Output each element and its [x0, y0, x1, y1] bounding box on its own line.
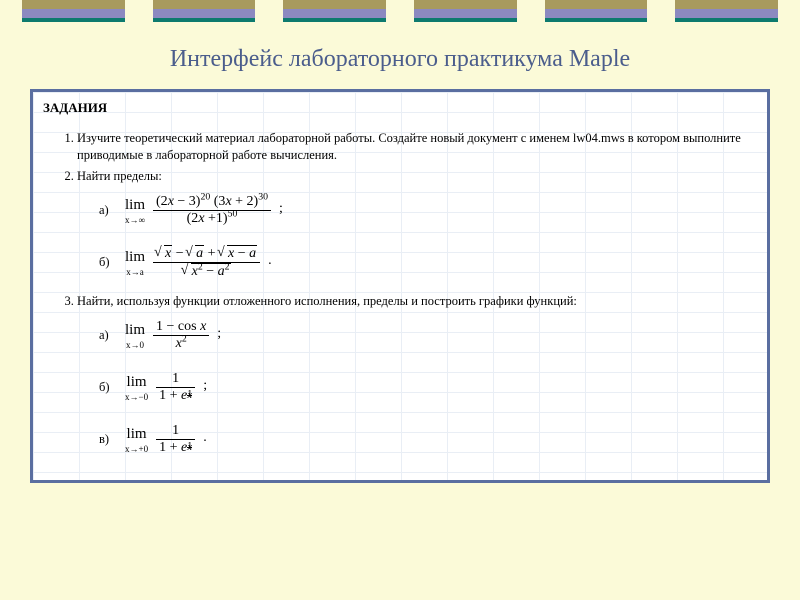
fraction: 1 1 + e1x — [156, 423, 195, 456]
formula-row: б) limx→−0 1 1 + e1x ; — [99, 366, 757, 410]
trail: ; — [203, 377, 207, 396]
task-item: Изучите теоретический материал лаборатор… — [77, 130, 757, 164]
tasks-panel: ЗАДАНИЯ Изучите теоретический материал л… — [30, 89, 770, 483]
bar-segment — [153, 0, 256, 22]
task-item: Найти, используя функции отложенного исп… — [77, 293, 757, 462]
limit-symbol: limx→0 — [125, 320, 145, 350]
panel-heading: ЗАДАНИЯ — [43, 100, 757, 116]
decorative-top-bars — [0, 0, 800, 22]
task-item: Найти пределы: а) limx→∞ (2x − 3)20 (3x … — [77, 168, 757, 285]
bar-segment — [283, 0, 386, 22]
bar-segment — [675, 0, 778, 22]
formula-row: в) limx→+0 1 1 + e1x . — [99, 418, 757, 462]
formula-row: а) limx→0 1 − cos x x2 ; — [99, 314, 757, 358]
sub-label: б) — [99, 254, 117, 271]
bar-segment — [22, 0, 125, 22]
fraction: x − a + x − a x2 − a2 — [153, 245, 260, 280]
formula-row: б) limx→a x − a + x − a x2 − a2 . — [99, 241, 757, 285]
task-text: Найти пределы: — [77, 169, 162, 183]
trail: . — [203, 429, 207, 448]
trail: ; — [217, 325, 221, 344]
bar-segment — [414, 0, 517, 22]
fraction: (2x − 3)20 (3x + 2)30 (2x +1)50 — [153, 194, 271, 227]
bar-segment — [545, 0, 648, 22]
fraction: 1 1 + e1x — [156, 371, 195, 404]
trail: . — [268, 252, 272, 271]
trail: ; — [279, 200, 283, 219]
page-title: Интерфейс лабораторного практикума Maple — [0, 46, 800, 73]
limit-symbol: limx→+0 — [125, 424, 148, 454]
limit-symbol: limx→a — [125, 247, 145, 277]
limit-symbol: limx→−0 — [125, 372, 148, 402]
limit-symbol: limx→∞ — [125, 195, 145, 225]
formula-row: а) limx→∞ (2x − 3)20 (3x + 2)30 (2x +1)5… — [99, 189, 757, 233]
sub-label: а) — [99, 202, 117, 219]
task-text: Изучите теоретический материал лаборатор… — [77, 131, 741, 162]
task-list: Изучите теоретический материал лаборатор… — [43, 130, 757, 462]
sub-label: б) — [99, 379, 117, 396]
fraction: 1 − cos x x2 — [153, 319, 209, 352]
sub-label: в) — [99, 431, 117, 448]
sub-label: а) — [99, 327, 117, 344]
task-text: Найти, используя функции отложенного исп… — [77, 294, 577, 308]
